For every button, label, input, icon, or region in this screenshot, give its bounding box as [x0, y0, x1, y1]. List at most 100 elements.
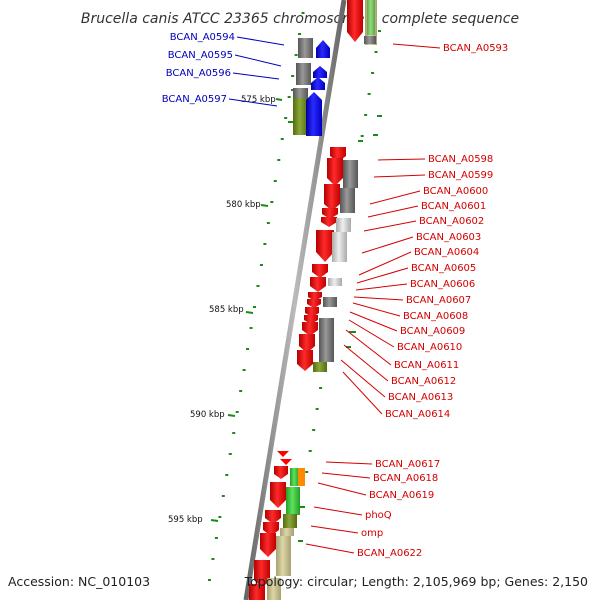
gene-label-bcan-a0600[interactable]: BCAN_A0600 — [423, 186, 488, 197]
leader-line — [234, 54, 282, 67]
gene-label-bcan-a0606[interactable]: BCAN_A0606 — [410, 279, 475, 290]
gene-label-bcan-a0618[interactable]: BCAN_A0618 — [373, 473, 438, 484]
minor-tick — [249, 327, 253, 329]
scale-ticks — [207, 12, 382, 581]
leader-line — [367, 205, 419, 218]
gene-label-bcan-a0607[interactable]: BCAN_A0607 — [406, 295, 471, 306]
minor-tick — [288, 121, 293, 123]
minor-tick — [211, 558, 215, 560]
gene-label-bcan-a0613[interactable]: BCAN_A0613 — [388, 392, 453, 403]
kbp-label-595: 595 kbp — [168, 515, 203, 525]
minor-tick — [308, 450, 312, 452]
minor-tick — [228, 453, 232, 455]
leader-line — [377, 158, 426, 161]
minor-tick — [218, 516, 222, 518]
kbp-tick-595 — [210, 519, 219, 522]
leader-line — [348, 319, 395, 348]
minor-tick — [232, 432, 236, 434]
gene-label-bcan-a0611[interactable]: BCAN_A0611 — [394, 360, 459, 371]
leader-line — [310, 525, 359, 534]
minor-tick — [312, 429, 316, 431]
accession-text: Accession: NC_010103 — [8, 574, 150, 589]
minor-tick — [273, 180, 277, 182]
leader-line — [317, 482, 367, 496]
minor-tick — [277, 159, 281, 161]
gene-label-bcan-a0599[interactable]: BCAN_A0599 — [428, 170, 493, 181]
minor-tick — [270, 201, 274, 203]
leader-line — [392, 43, 441, 49]
minor-tick — [305, 471, 309, 473]
gene-label-omp[interactable]: omp — [361, 528, 383, 539]
kbp-label-590: 590 kbp — [190, 410, 225, 420]
minor-tick — [235, 411, 239, 413]
minor-tick — [360, 135, 364, 137]
minor-tick — [374, 51, 378, 53]
gene-label-bcan-a0603[interactable]: BCAN_A0603 — [416, 232, 481, 243]
gene-label-bcan-a0601[interactable]: BCAN_A0601 — [421, 201, 486, 212]
minor-tick — [291, 75, 295, 77]
minor-tick — [246, 348, 250, 350]
gene-label-bcan-a0595[interactable]: BCAN_A0595 — [168, 50, 233, 61]
labels-right: BCAN_A0593 BCAN_A0598 BCAN_A0599 BCAN_A0600… — [357, 43, 508, 559]
leader-line — [373, 174, 426, 178]
minor-tick — [377, 115, 382, 117]
leader-line — [352, 302, 401, 317]
kbp-label-580: 580 kbp — [226, 200, 261, 210]
minor-tick — [253, 306, 257, 308]
leader-line — [355, 283, 408, 291]
gene-label-bcan-a0610[interactable]: BCAN_A0610 — [397, 342, 462, 353]
minor-tick — [346, 346, 351, 348]
leader-line — [313, 506, 363, 516]
leader-line — [361, 236, 414, 254]
gene-label-phoq[interactable]: phoQ — [365, 510, 392, 521]
leader-line — [342, 371, 383, 415]
gene-label-bcan-a0612[interactable]: BCAN_A0612 — [391, 376, 456, 387]
leader-line — [232, 72, 280, 80]
leader-line — [325, 461, 373, 465]
minor-tick — [284, 117, 288, 119]
gene-label-bcan-a0605[interactable]: BCAN_A0605 — [411, 263, 476, 274]
minor-tick — [349, 331, 354, 333]
gene-label-bcan-a0596[interactable]: BCAN_A0596 — [166, 68, 231, 79]
gene-label-bcan-a0617[interactable]: BCAN_A0617 — [375, 459, 440, 470]
gene-label-bcan-a0604[interactable]: BCAN_A0604 — [414, 247, 479, 258]
leader-line — [369, 190, 421, 205]
gene-cluster-a0594-a0597[interactable] — [293, 38, 330, 136]
minor-tick — [287, 96, 291, 98]
gene-cluster-a0617-a0622[interactable] — [249, 451, 305, 600]
gene-label-bcan-a0619[interactable]: BCAN_A0619 — [369, 490, 434, 501]
gene-cluster-a0598-a0614[interactable] — [297, 147, 358, 372]
leader-line — [236, 36, 285, 46]
gene-label-bcan-a0593[interactable]: BCAN_A0593 — [443, 43, 508, 54]
minor-tick — [256, 285, 260, 287]
leader-line — [340, 359, 386, 398]
gene-block-a0593[interactable] — [347, 0, 377, 45]
minor-tick — [371, 72, 375, 74]
minor-tick — [315, 408, 319, 410]
minor-tick — [301, 12, 305, 14]
minor-tick — [225, 474, 229, 476]
minor-tick — [300, 506, 305, 508]
kbp-tick-575 — [275, 98, 283, 101]
gene-label-bcan-a0602[interactable]: BCAN_A0602 — [419, 216, 484, 227]
kbp-label-585: 585 kbp — [209, 305, 244, 315]
gene-label-bcan-a0594[interactable]: BCAN_A0594 — [170, 32, 235, 43]
minor-tick — [239, 390, 243, 392]
minor-tick — [259, 264, 263, 266]
gene-label-bcan-a0597[interactable]: BCAN_A0597 — [162, 94, 227, 105]
gene-label-bcan-a0614[interactable]: BCAN_A0614 — [385, 409, 450, 420]
kbp-tick-585 — [245, 311, 254, 314]
gene-label-bcan-a0609[interactable]: BCAN_A0609 — [400, 326, 465, 337]
leader-line — [349, 311, 398, 332]
gene-label-bcan-a0598[interactable]: BCAN_A0598 — [428, 154, 493, 165]
labels-left: BCAN_A0594 BCAN_A0595 BCAN_A0596 BCAN_A0… — [162, 32, 235, 105]
topology-text: Topology: circular; Length: 2,105,969 bp… — [244, 574, 588, 589]
gene-label-bcan-a0608[interactable]: BCAN_A0608 — [403, 311, 468, 322]
minor-tick — [319, 387, 323, 389]
gene-label-bcan-a0622[interactable]: BCAN_A0622 — [357, 548, 422, 559]
minor-tick — [221, 495, 225, 497]
leader-line — [358, 251, 412, 276]
minor-tick — [298, 33, 302, 35]
minor-tick — [358, 140, 363, 142]
